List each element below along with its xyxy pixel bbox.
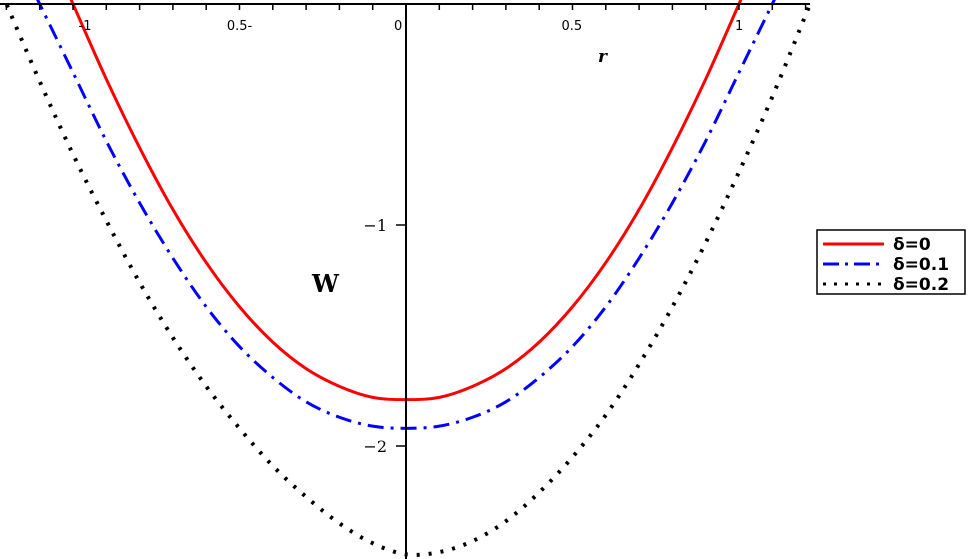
x-tick-label: 0.5- xyxy=(227,19,253,34)
x-tick-label: 1 xyxy=(735,19,743,34)
legend: δ=0 δ=0.1 δ=0.2 xyxy=(816,229,966,295)
legend-box xyxy=(816,229,966,295)
legend-label-delta-0-2: δ=0.2 xyxy=(893,275,949,295)
x-tick-label: -1 xyxy=(79,19,92,34)
legend-label-delta-0-1: δ=0.1 xyxy=(893,255,949,275)
y-tick-label: −2 xyxy=(363,437,387,456)
legend-label-delta-0: δ=0 xyxy=(893,235,931,255)
y-tick-label: −1 xyxy=(363,216,387,235)
x-tick-label: 0.5 xyxy=(562,19,583,34)
x-tick-label: 0 xyxy=(394,19,402,34)
x-axis-label: r xyxy=(598,47,608,67)
y-axis-ticks: −1 −2 xyxy=(363,216,406,456)
x-axis-ticks: -1 0.5- 0 0.5 1 xyxy=(5,4,807,34)
y-axis-label: W xyxy=(311,269,340,298)
